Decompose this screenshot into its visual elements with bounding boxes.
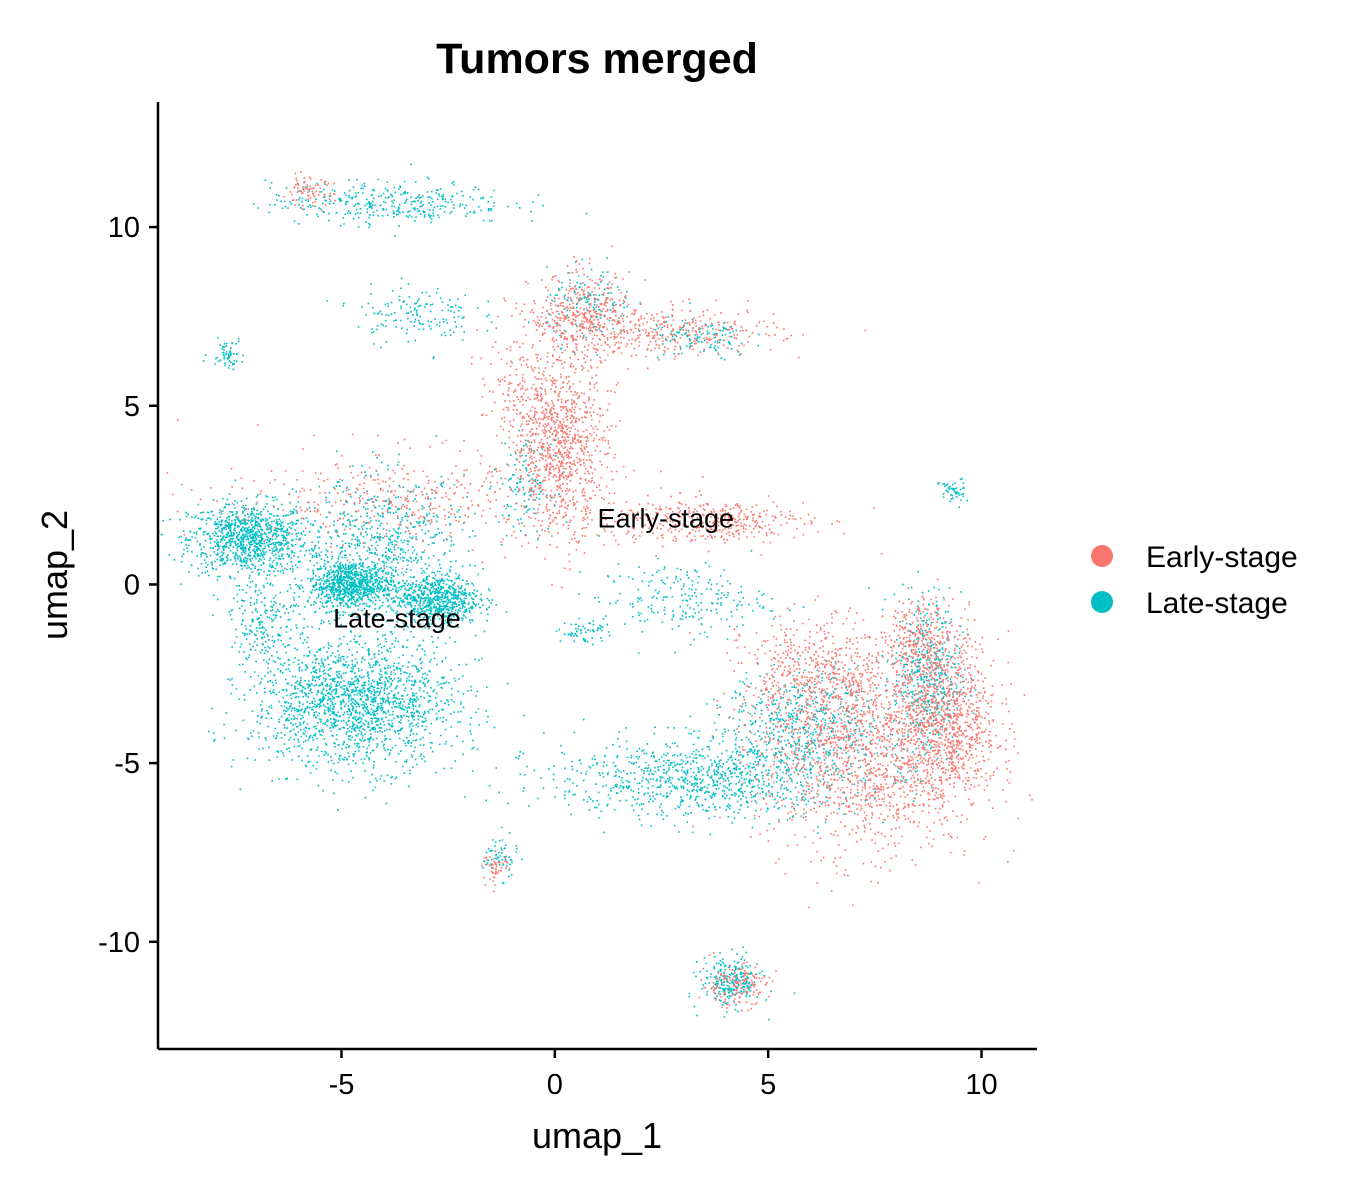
point-cluster [166,391,704,571]
point-cluster [544,492,875,553]
y-axis-title: umap_2 [34,510,75,640]
point-cluster [489,429,568,537]
point-cluster [481,850,511,893]
point-cluster [158,479,344,612]
plot-annotations: Early-stage Late-stage [333,503,734,633]
plot-points [158,163,1033,1021]
point-cluster [464,693,960,836]
chart-title: Tumors merged [436,35,758,83]
point-cluster [654,302,760,361]
point-cluster [212,564,309,685]
cluster-label: Late-stage [333,603,461,633]
legend-label: Early-stage [1146,541,1298,574]
legend-key [1091,591,1113,613]
y-tick-label: 5 [124,391,140,423]
point-cluster [482,826,523,884]
x-ticks: -5 0 5 10 [329,1049,998,1101]
y-tick-label: 0 [124,569,140,601]
x-tick-label: 10 [965,1069,997,1101]
point-cluster [326,277,493,360]
x-axis-title: umap_1 [532,1115,662,1156]
legend-label: Late-stage [1146,587,1288,620]
axes: -5 0 5 10 -10 -5 0 5 10 [98,102,1037,1101]
y-tick-label: -10 [98,927,140,959]
x-tick-label: -5 [329,1069,355,1101]
point-cluster [202,336,244,371]
cluster-label: Early-stage [597,503,734,533]
y-tick-label: -5 [114,748,140,780]
point-cluster [528,257,641,356]
point-cluster [269,548,415,626]
point-cluster [937,477,968,509]
y-tick-label: 10 [108,212,140,244]
point-cluster [872,578,1031,856]
point-cluster [688,553,1033,909]
y-ticks: -10 -5 0 5 10 [98,212,158,959]
x-tick-label: 5 [760,1069,776,1101]
series-late-stage [158,163,977,1021]
legend-key [1091,545,1113,567]
point-cluster [372,553,508,639]
series-early-stage [166,171,1033,1012]
point-cluster [503,245,674,378]
x-tick-label: 0 [547,1069,563,1101]
point-cluster [253,163,588,237]
point-cluster [470,329,552,462]
point-cluster [499,311,622,589]
legend: Early-stage Late-stage [1091,541,1298,620]
point-cluster [555,617,611,646]
point-cluster [563,535,805,655]
point-cluster [698,952,777,1012]
